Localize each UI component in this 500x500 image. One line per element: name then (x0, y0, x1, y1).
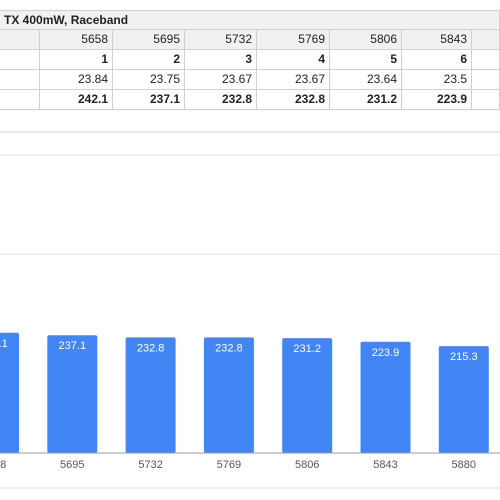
x-tick-label: 5658 (0, 459, 6, 471)
value-label: 237.1 (59, 340, 87, 352)
row-head-cell (0, 70, 40, 90)
table-cell: 5806 (330, 30, 402, 50)
value-label: 215.3 (450, 351, 478, 363)
value-label: 232.8 (137, 342, 165, 354)
table-cell (472, 30, 500, 50)
table-cell: 232.8 (185, 90, 257, 110)
x-tick-label: 5843 (373, 459, 397, 471)
table-cell: 5843 (402, 30, 472, 50)
table-cell: 5769 (257, 30, 330, 50)
x-tick-label: 5806 (295, 459, 319, 471)
table-cell: 5732 (185, 30, 257, 50)
value-label: 231.2 (293, 343, 321, 355)
table-cell: 5695 (113, 30, 185, 50)
table-cell: 23.84 (40, 70, 113, 90)
table-cell: 242.1 (40, 90, 113, 110)
value-label: 242.1 (0, 338, 8, 350)
table-cell: 23.67 (257, 70, 330, 90)
table-cell: 23.67 (185, 70, 257, 90)
table-cell: 3 (185, 50, 257, 70)
chart: 242.1 5658 237.1 5695 232.8 5732 232.8 5769 231.… (0, 131, 500, 489)
x-tick-label: 5732 (138, 459, 162, 471)
table-cell: 23.5 (402, 70, 472, 90)
bar (438, 346, 489, 453)
header-cell: TX 400mW, Raceband (0, 10, 500, 30)
row-head-cell (0, 30, 40, 50)
bar (125, 337, 176, 453)
bar (203, 337, 254, 453)
row-head-cell (0, 50, 40, 70)
table-cell: 232.8 (257, 90, 330, 110)
row-head-cell (0, 90, 40, 110)
value-label: 223.9 (372, 347, 400, 359)
value-label: 232.8 (215, 342, 243, 354)
table-cell (472, 90, 500, 110)
bar (360, 341, 411, 453)
table-cell: 231.2 (330, 90, 402, 110)
x-tick-label: 5769 (217, 459, 241, 471)
table-cell: 4 (257, 50, 330, 70)
table-cell: 1 (40, 50, 113, 70)
table-cell: 2 (113, 50, 185, 70)
table-cell: 223.9 (402, 90, 472, 110)
bar (282, 338, 333, 453)
table-cell: 237.1 (113, 90, 185, 110)
table-cell: 5 (330, 50, 402, 70)
x-tick-label: 5880 (452, 459, 476, 471)
table-cell (472, 50, 500, 70)
table-cell: 6 (402, 50, 472, 70)
bar (0, 332, 19, 453)
bar (47, 335, 98, 453)
table-cell (472, 70, 500, 90)
table-cell: 23.64 (330, 70, 402, 90)
table-cell: 5658 (40, 30, 113, 50)
x-tick-label: 5695 (60, 459, 84, 471)
table-cell: 23.75 (113, 70, 185, 90)
